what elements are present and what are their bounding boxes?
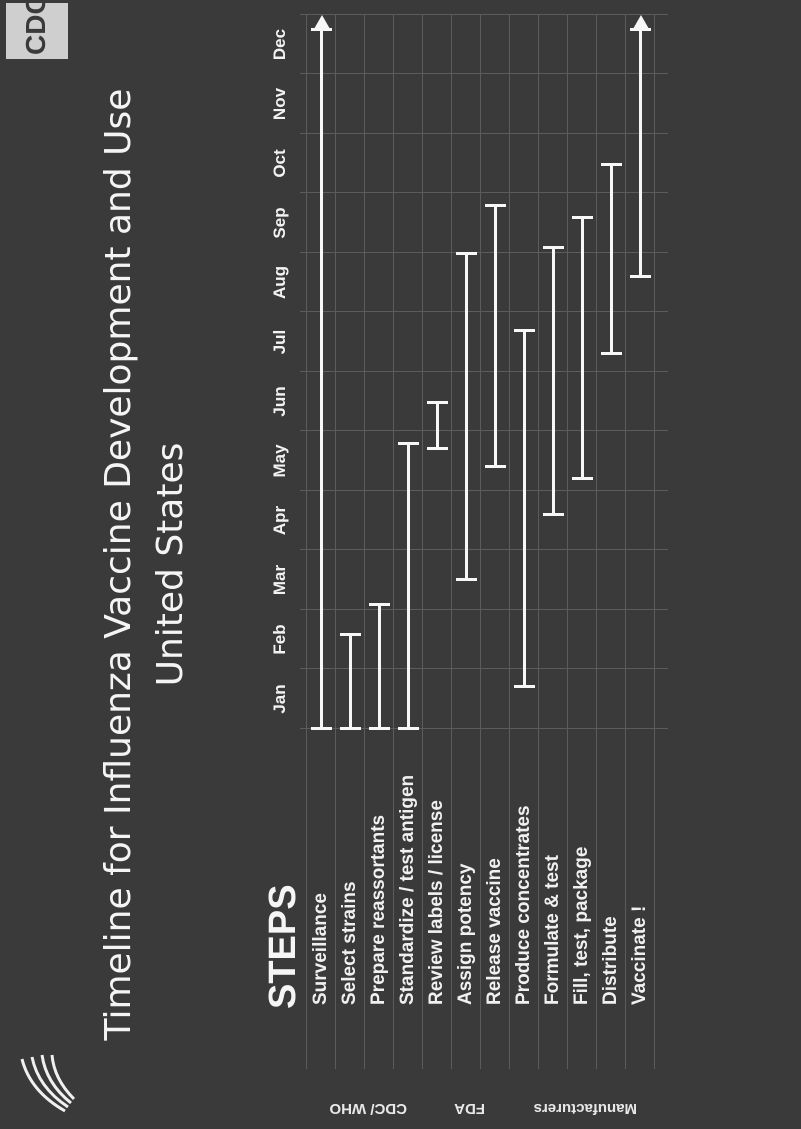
grid-line: [364, 15, 365, 1069]
month-label: Jan: [270, 684, 289, 714]
grid-line: [567, 15, 568, 1069]
month-label: May: [270, 444, 289, 478]
grid-line: [625, 15, 626, 1069]
step-label: Distribute: [600, 916, 621, 1005]
timeline-bar: [349, 633, 352, 729]
arrow-right-icon: [633, 15, 649, 29]
slide-title-line-1: Timeline for Influenza Vaccine Developme…: [98, 88, 139, 1041]
grid-line: [422, 15, 423, 1069]
grid-line: [300, 549, 668, 551]
month-label: Apr: [270, 505, 289, 536]
step-label: Assign potency: [455, 863, 476, 1005]
month-label: Feb: [270, 624, 289, 655]
grid-line: [480, 15, 481, 1069]
timeline-bar: [378, 604, 381, 729]
group-label: FDA: [454, 1100, 485, 1117]
month-label: Jun: [270, 386, 289, 417]
timeline-bar: [494, 205, 497, 468]
timeline-bar: [465, 253, 468, 581]
grid-line: [509, 15, 510, 1069]
grid-line: [393, 15, 394, 1069]
steps-heading: STEPS: [262, 884, 304, 1009]
group-label: Manufacturers: [533, 1100, 638, 1117]
grid-line: [538, 15, 539, 1069]
step-label: Prepare reassortants: [368, 814, 389, 1005]
grid-line: [300, 668, 668, 670]
step-label: Fill, test, package: [571, 846, 592, 1005]
timeline-bar: [436, 401, 439, 450]
step-label: Surveillance: [310, 893, 331, 1005]
timeline-bar: [552, 247, 555, 515]
step-label: Standardize / test antigen: [397, 774, 418, 1005]
timeline-bar: [407, 443, 410, 729]
month-label: Mar: [270, 564, 289, 596]
timeline-bar: [639, 29, 642, 277]
timeline-bar: [320, 29, 323, 729]
step-label: Produce concentrates: [513, 805, 534, 1005]
grid-line: [300, 133, 668, 134]
month-label: Sep: [270, 207, 289, 239]
step-label: Vaccinate !: [629, 905, 650, 1005]
grid-line: [335, 15, 336, 1069]
month-label: Jul: [270, 329, 289, 355]
step-label: Formulate & test: [542, 855, 563, 1005]
grid-line: [596, 15, 597, 1069]
grid-line: [654, 15, 655, 1069]
grid-line: [300, 14, 668, 15]
grid-line: [300, 609, 668, 610]
step-label: Release vaccine: [484, 858, 505, 1005]
group-label: CDC/ WHO: [329, 1100, 407, 1117]
month-label: Nov: [270, 87, 289, 121]
grid-line: [306, 15, 307, 1069]
timeline-bar: [581, 217, 584, 480]
month-label: Dec: [270, 28, 289, 61]
grid-line: [300, 73, 668, 75]
step-label: Select strains: [339, 881, 360, 1005]
cdc-logo: CDC: [6, 0, 68, 59]
slide-title-line-2: United States: [150, 442, 191, 687]
step-label: Review labels / license: [426, 800, 447, 1005]
month-label: Aug: [270, 265, 289, 300]
hhs-logo: [20, 1054, 76, 1113]
grid-line: [300, 371, 668, 372]
month-label: Oct: [270, 149, 289, 178]
grid-line: [300, 430, 668, 432]
grid-line: [451, 15, 452, 1069]
timeline-bar: [610, 163, 613, 355]
timeline-bar: [523, 330, 526, 688]
arrow-right-icon: [314, 15, 330, 29]
grid-line: [300, 490, 668, 491]
